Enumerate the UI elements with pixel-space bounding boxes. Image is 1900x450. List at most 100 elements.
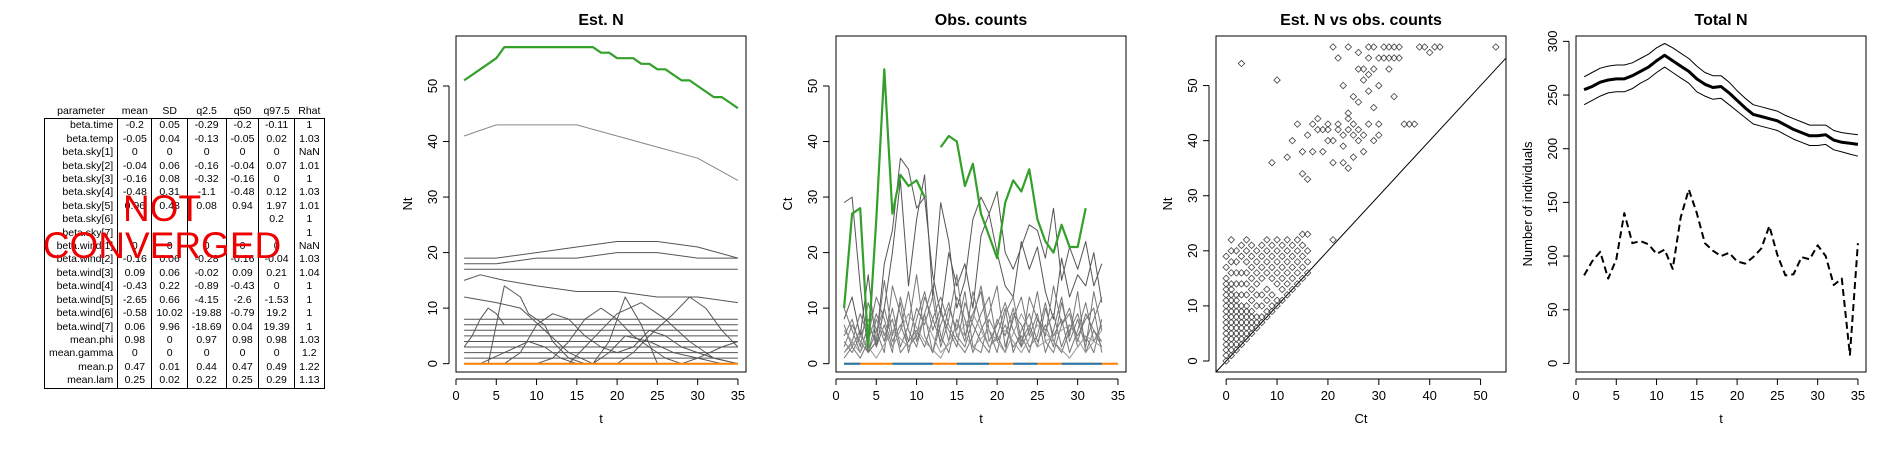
parameter-cell: beta.wind[3]: [43, 266, 119, 281]
x-tick-label: 15: [1690, 388, 1704, 403]
data-point: [1298, 169, 1307, 178]
data-point: [1359, 131, 1368, 139]
chart-title: Obs. counts: [935, 12, 1028, 29]
value-cell: -0.28: [186, 253, 227, 267]
data-point: [1395, 43, 1403, 51]
value-cell: [151, 226, 188, 241]
value-cell: -0.2: [225, 118, 260, 133]
value-cell: -0.04: [258, 253, 295, 267]
value-cell: [117, 213, 153, 227]
data-point: [1242, 258, 1251, 266]
value-cell: -0.43: [117, 280, 153, 294]
value-cell: -19.88: [186, 307, 227, 321]
y-axis-label: Ct: [780, 197, 795, 210]
data-point: [1354, 48, 1363, 57]
data-point: [1349, 92, 1358, 101]
data-point: [1252, 313, 1261, 321]
data-point: [1334, 120, 1342, 128]
value-cell: 0.98: [117, 333, 153, 348]
data-point: [1288, 241, 1297, 250]
data-point: [1263, 307, 1271, 316]
data-point: [1283, 247, 1291, 255]
parameter-cell: beta.sky[5]: [43, 199, 119, 214]
data-point: [1334, 54, 1342, 62]
data-point: [1288, 274, 1297, 283]
table-row: beta.sky[3] -0.16 0.08 -0.32 -0.16 0 1: [43, 173, 325, 187]
data-point: [1369, 43, 1378, 51]
data-point: [1344, 43, 1353, 51]
data-point: [1283, 236, 1291, 244]
table-row: beta.wind[1] 0 0 0 0 0 NaN: [43, 240, 325, 254]
plot-frame: [1575, 35, 1867, 373]
value-cell: 1.03: [293, 186, 325, 200]
data-point: [1293, 280, 1302, 288]
x-tick-label: 10: [529, 388, 543, 403]
value-cell: -0.48: [225, 186, 260, 200]
y-tick-label: 0: [805, 360, 820, 367]
value-cell: 0: [258, 280, 295, 294]
data-point: [1344, 125, 1353, 134]
parameter-cell: beta.wind[4]: [43, 280, 119, 294]
value-cell: 0.47: [117, 360, 153, 375]
data-point: [1237, 241, 1246, 250]
data-point: [1222, 340, 1230, 349]
data-point: [1237, 280, 1246, 288]
data-point: [1273, 296, 1281, 305]
data-point: [1263, 247, 1271, 255]
value-cell: 1: [293, 307, 325, 321]
value-cell: 0.98: [258, 333, 295, 348]
data-point: [1232, 329, 1241, 338]
series-line: [1583, 43, 1858, 136]
y-tick-label: 300: [1545, 31, 1560, 53]
table-row: beta.sky[6] 0.2 1: [43, 213, 325, 227]
value-cell: 0: [258, 240, 295, 254]
data-point: [1247, 263, 1256, 272]
parameter-cell: mean.lam: [43, 374, 119, 389]
data-point: [1380, 54, 1388, 62]
x-tick-label: 35: [731, 388, 745, 403]
value-cell: -0.05: [225, 132, 260, 147]
data-point: [1232, 269, 1241, 277]
x-tick-label: 25: [1770, 388, 1784, 403]
x-tick-label: 0: [832, 388, 839, 403]
value-cell: 0.06: [151, 253, 188, 267]
data-point: [1313, 125, 1322, 134]
x-tick-label: 0: [452, 388, 459, 403]
table-row: beta.wind[2] -0.16 0.06 -0.28 -0.16 -0.04 1.03: [43, 253, 325, 267]
data-point: [1227, 258, 1236, 266]
data-point: [1334, 125, 1342, 134]
parameter-cell: beta.sky[4]: [43, 186, 119, 200]
value-cell: [186, 213, 227, 227]
value-cell: [186, 226, 227, 241]
x-tick-label: 30: [690, 388, 704, 403]
series-line: [1583, 66, 1859, 157]
value-cell: 0.66: [151, 293, 188, 308]
data-point: [1252, 318, 1261, 327]
data-point: [1293, 269, 1302, 277]
data-point: [1227, 329, 1236, 338]
value-cell: NaN: [293, 240, 325, 254]
y-tick-label: 40: [805, 134, 820, 148]
table-row: beta.sky[4] -0.48 0.31 -1.1 -0.48 0.12 1.03: [43, 186, 325, 200]
value-cell: 1.01: [293, 199, 325, 214]
data-point: [1263, 313, 1271, 321]
value-cell: [258, 226, 295, 241]
value-cell: -0.04: [225, 159, 260, 174]
data-point: [1303, 258, 1312, 266]
value-cell: -0.16: [186, 159, 227, 174]
data-point: [1385, 65, 1393, 73]
data-point: [1380, 43, 1388, 51]
value-cell: 0: [258, 173, 295, 187]
value-cell: 0: [258, 146, 295, 160]
value-cell: 0: [117, 146, 153, 160]
data-point: [1227, 335, 1236, 343]
y-tick-label: 50: [805, 79, 820, 93]
value-cell: [225, 226, 260, 241]
data-point: [1232, 258, 1241, 266]
data-point: [1247, 318, 1256, 327]
plot-frame: [455, 35, 747, 373]
data-point: [1354, 125, 1363, 134]
data-point: [1390, 43, 1398, 51]
data-point: [1232, 280, 1241, 288]
table-row: beta.wind[5] -2.65 0.66 -4.15 -2.6 -1.53 1: [43, 293, 325, 308]
